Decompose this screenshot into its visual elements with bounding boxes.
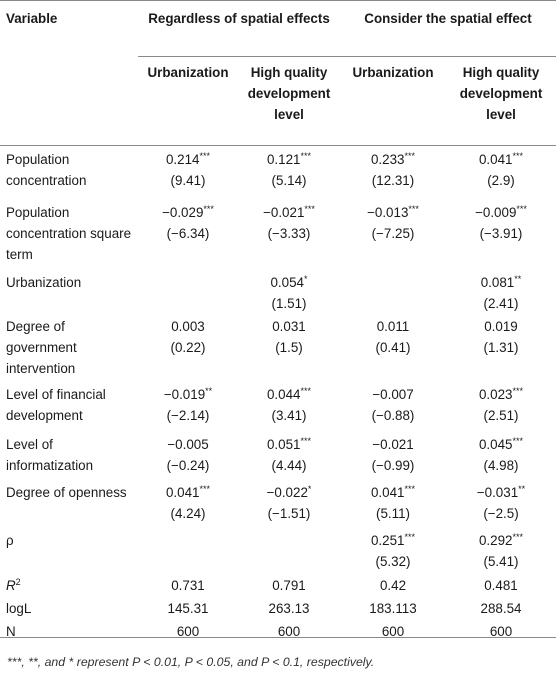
coefficient-cell: 0.011 [376, 319, 410, 334]
subheader-urbanization-1: Urbanization [147, 65, 229, 80]
row-label: Level of financial development [6, 387, 106, 423]
coefficient-cell: 0.481 [484, 578, 518, 593]
coefficient-cell: 183.113 [369, 601, 417, 616]
tstat-cell: (4.44) [271, 458, 307, 473]
tstat-cell: (−3.91) [479, 226, 523, 241]
tstat-cell: (2.41) [483, 296, 519, 311]
coefficient-cell: −0.029*** [162, 204, 214, 221]
row-label: N [6, 624, 16, 639]
tstat-cell: (5.41) [483, 554, 519, 569]
top-rule [0, 0, 556, 1]
tstat-cell: (−2.14) [166, 408, 210, 423]
tstat-cell: (12.31) [371, 173, 415, 188]
coefficient-cell: −0.005 [167, 437, 209, 452]
coefficient-cell: −0.013*** [367, 204, 419, 221]
row-label: Population concentration [6, 152, 87, 188]
group-rule [138, 56, 556, 57]
header-variable: Variable [6, 11, 58, 26]
coefficient-cell: −0.009*** [475, 204, 527, 221]
tstat-cell: (−6.34) [166, 226, 210, 241]
coefficient-cell: 0.121*** [266, 151, 312, 168]
subheader-hq-2: High quality development level [459, 65, 543, 122]
table-footnote: ***, **, and * represent P < 0.01, P < 0… [7, 655, 375, 669]
coefficient-cell: 600 [176, 624, 200, 639]
subheader-urbanization-2: Urbanization [352, 65, 434, 80]
coefficient-cell: 0.051*** [266, 436, 312, 453]
coefficient-cell: 263.13 [268, 601, 310, 616]
tstat-cell: (9.41) [170, 173, 206, 188]
coefficient-cell: 0.081** [480, 274, 522, 291]
row-label: Degree of government intervention [6, 319, 77, 376]
bottom-rule [0, 637, 556, 638]
row-label: Degree of openness [6, 485, 127, 500]
coefficient-cell: 0.023*** [478, 386, 524, 403]
coefficient-cell: 0.214*** [165, 151, 211, 168]
coefficient-cell: 0.003 [171, 319, 205, 334]
coefficient-cell: 0.292*** [478, 532, 524, 549]
coefficient-cell: 600 [489, 624, 513, 639]
header-group-2: Consider the spatial effect [364, 11, 532, 26]
row-label: logL [6, 601, 32, 616]
coefficient-cell: 0.041*** [478, 151, 524, 168]
coefficient-cell: 600 [381, 624, 405, 639]
tstat-cell: (5.14) [271, 173, 307, 188]
coefficient-cell: 0.041*** [370, 484, 416, 501]
tstat-cell: (2.9) [487, 173, 515, 188]
row-label: Population concentration square term [6, 205, 132, 262]
coefficient-cell: 0.251*** [370, 532, 416, 549]
tstat-cell: (5.32) [375, 554, 411, 569]
tstat-cell: (−0.24) [166, 458, 210, 473]
tstat-cell: (1.5) [275, 340, 303, 355]
coefficient-cell: 0.041*** [165, 484, 211, 501]
tstat-cell: (2.51) [483, 408, 519, 423]
coefficient-cell: 0.044*** [266, 386, 312, 403]
tstat-cell: (0.41) [375, 340, 411, 355]
coefficient-cell: 0.054* [270, 274, 308, 291]
row-label: Urbanization [6, 275, 82, 290]
coefficient-cell: −0.021 [372, 437, 414, 452]
coefficient-cell: −0.019** [163, 386, 213, 403]
tstat-cell: (1.51) [271, 296, 307, 311]
tstat-cell: (1.31) [483, 340, 519, 355]
tstat-cell: (0.22) [170, 340, 206, 355]
coefficient-cell: 600 [277, 624, 301, 639]
tstat-cell: (−0.88) [371, 408, 415, 423]
coefficient-cell: 0.42 [379, 578, 407, 593]
coefficient-cell: 0.791 [272, 578, 306, 593]
header-rule [0, 145, 556, 146]
coefficient-cell: 145.31 [167, 601, 209, 616]
coefficient-cell: 0.233*** [370, 151, 416, 168]
row-label: Level of informatization [6, 437, 94, 473]
tstat-cell: (−3.33) [267, 226, 311, 241]
coefficient-cell: 0.031 [272, 319, 306, 334]
coefficient-cell: 288.54 [480, 601, 522, 616]
tstat-cell: (5.11) [376, 506, 410, 521]
coefficient-cell: 0.019 [484, 319, 518, 334]
tstat-cell: (4.24) [170, 506, 206, 521]
tstat-cell: (4.98) [483, 458, 519, 473]
tstat-cell: (−2.5) [483, 506, 519, 521]
tstat-cell: (−7.25) [371, 226, 415, 241]
coefficient-cell: −0.007 [372, 387, 414, 402]
row-label: ρ [6, 533, 14, 548]
subheader-hq-1: High quality development level [247, 65, 331, 122]
coefficient-cell: 0.045*** [478, 436, 524, 453]
header-group-1: Regardless of spatial effects [148, 11, 330, 26]
tstat-cell: (−1.51) [267, 506, 311, 521]
coefficient-cell: −0.021*** [263, 204, 315, 221]
tstat-cell: (3.41) [271, 408, 307, 423]
coefficient-cell: −0.031** [476, 484, 526, 501]
row-label: R2 [6, 577, 21, 594]
tstat-cell: (−0.99) [371, 458, 415, 473]
coefficient-cell: −0.022* [266, 484, 312, 501]
coefficient-cell: 0.731 [171, 578, 205, 593]
